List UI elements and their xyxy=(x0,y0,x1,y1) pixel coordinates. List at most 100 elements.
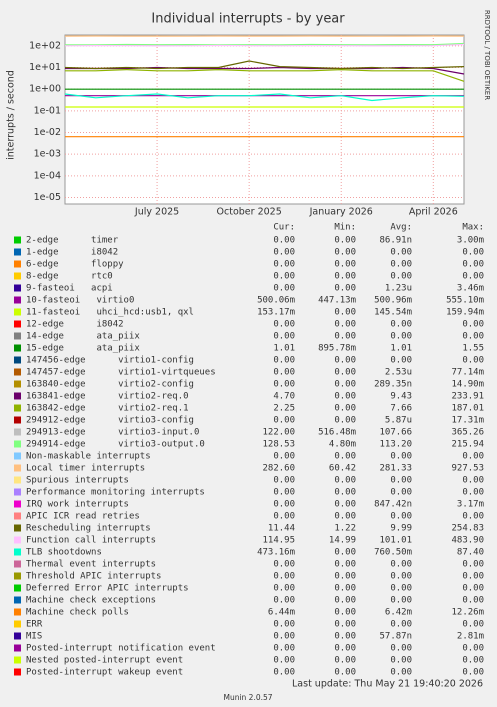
legend-swatch xyxy=(14,236,21,244)
legend-stat: 3.46m xyxy=(457,284,484,294)
legend-stat: 0.00 xyxy=(334,620,356,630)
legend-label: 294913-edge virtio3-input.0 xyxy=(26,428,199,438)
legend-stat: 0.00 xyxy=(462,320,484,330)
series-line xyxy=(64,43,465,47)
legend-stat: 0.00 xyxy=(273,284,295,294)
legend-stat: 0.00 xyxy=(273,644,295,654)
legend-stat: 153.17m xyxy=(257,308,295,318)
legend-stat: 555.10m xyxy=(446,296,484,306)
legend-stat: 1.55 xyxy=(462,344,484,354)
legend-stat: 17.31m xyxy=(451,416,484,426)
legend-stat: 0.00 xyxy=(273,416,295,426)
legend-stat: 128.53 xyxy=(262,440,295,450)
legend-header: Max: xyxy=(462,223,484,233)
legend-stat: 0.00 xyxy=(334,404,356,414)
legend-stat: 0.00 xyxy=(390,272,412,282)
legend-stat: 0.00 xyxy=(334,656,356,666)
legend-label: ERR xyxy=(26,620,43,630)
legend-label: Rescheduling interrupts xyxy=(26,524,151,534)
y-tick-label: 1e-04 xyxy=(34,170,61,181)
legend-swatch xyxy=(14,296,21,304)
series-line xyxy=(64,42,465,46)
legend-stat: 114.95 xyxy=(262,536,295,546)
legend-label: Thermal event interrupts xyxy=(26,560,156,570)
legend-stat: 215.94 xyxy=(451,440,484,450)
legend-stat: 0.00 xyxy=(273,584,295,594)
legend-stat: 0.00 xyxy=(334,596,356,606)
legend-label: 15-edge ata_piix xyxy=(26,344,140,354)
legend-stat: 0.00 xyxy=(390,356,412,366)
legend-label: Nested posted-interrupt event xyxy=(26,656,183,666)
legend-swatch xyxy=(14,308,21,316)
legend-label: 2-edge timer xyxy=(26,236,119,246)
legend-swatch xyxy=(14,488,21,496)
legend-label: 12-edge i8042 xyxy=(26,320,124,330)
legend-stat: 500.06m xyxy=(257,296,295,306)
last-update: Last update: Thu May 21 19:40:20 2026 xyxy=(292,679,483,690)
legend-label: 147456-edge virtio1-config xyxy=(26,356,194,366)
legend-stat: 187.01 xyxy=(451,404,484,414)
plot-area xyxy=(64,34,465,205)
series-line xyxy=(64,93,465,102)
series-line xyxy=(65,68,465,82)
legend-stat: 365.26 xyxy=(451,428,484,438)
legend-stat: 11.44 xyxy=(268,524,295,534)
legend-swatch xyxy=(14,524,21,532)
legend-stat: 0.00 xyxy=(462,512,484,522)
legend-stat: 0.00 xyxy=(462,260,484,270)
legend-stat: 0.00 xyxy=(334,284,356,294)
x-tick-label: October 2025 xyxy=(217,207,282,218)
legend-stat: 122.00 xyxy=(262,428,295,438)
x-tick-label: July 2025 xyxy=(134,207,179,218)
legend-stat: 4.80m xyxy=(329,440,356,450)
legend-header: Cur: xyxy=(273,223,295,233)
legend-stat: 281.33 xyxy=(379,464,412,474)
legend-stat: 14.90m xyxy=(451,380,484,390)
legend-stat: 0.00 xyxy=(462,572,484,582)
legend-swatch xyxy=(14,404,21,412)
legend-swatch xyxy=(14,512,21,520)
legend-stat: 5.87u xyxy=(385,416,412,426)
legend-stat: 86.91n xyxy=(379,236,412,246)
legend-stat: 1.23u xyxy=(385,284,412,294)
legend-stat: 0.00 xyxy=(334,356,356,366)
legend-stat: 0.00 xyxy=(334,452,356,462)
legend-swatch xyxy=(14,620,21,628)
legend-stat: 9.99 xyxy=(390,524,412,534)
legend-stat: 6.44m xyxy=(268,608,295,618)
legend-stat: 0.00 xyxy=(462,356,484,366)
legend-label: 6-edge floppy xyxy=(26,260,124,270)
legend-label: TLB shootdowns xyxy=(26,548,102,558)
legend-stat: 6.42m xyxy=(385,608,412,618)
legend-stat: 0.00 xyxy=(273,368,295,378)
legend-stat: 101.01 xyxy=(379,536,412,546)
legend-stat: 2.81m xyxy=(457,632,484,642)
legend-label: MIS xyxy=(26,632,42,642)
legend-stat: 0.00 xyxy=(273,560,295,570)
legend-stat: 145.54m xyxy=(374,308,412,318)
legend-stat: 0.00 xyxy=(273,632,295,642)
legend-stat: 0.00 xyxy=(334,308,356,318)
legend-stat: 0.00 xyxy=(462,272,484,282)
legend-stat: 0.00 xyxy=(334,632,356,642)
legend-stat: 0.00 xyxy=(273,260,295,270)
legend-swatch xyxy=(14,392,21,400)
legend-label: 9-fasteoi acpi xyxy=(26,284,113,294)
legend-stat: 0.00 xyxy=(334,608,356,618)
legend-stat: 895.78m xyxy=(318,344,356,354)
legend-label: Threshold APIC interrupts xyxy=(26,572,161,582)
legend-stat: 0.00 xyxy=(273,380,295,390)
legend-stat: 0.00 xyxy=(390,452,412,462)
y-tick-label: 1e+02 xyxy=(29,40,61,51)
legend-label: 11-fasteoi uhci_hcd:usb1, qxl xyxy=(26,308,194,318)
legend-stat: 0.00 xyxy=(334,644,356,654)
legend-stat: 0.00 xyxy=(273,572,295,582)
legend-label: 294914-edge virtio3-output.0 xyxy=(26,440,205,450)
legend-stat: 0.00 xyxy=(334,488,356,498)
legend-swatch xyxy=(14,416,21,424)
y-tick-label: 1e+00 xyxy=(29,84,61,95)
legend-swatch xyxy=(14,464,21,472)
legend-label: Local timer interrupts xyxy=(26,464,145,474)
legend-stat: 0.00 xyxy=(334,392,356,402)
legend-stat: 0.00 xyxy=(334,248,356,258)
